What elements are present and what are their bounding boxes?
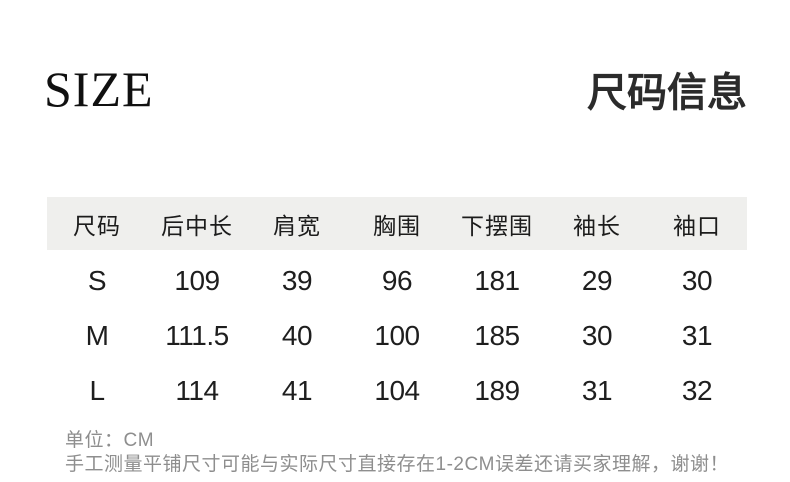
cell-l-sleeve-length: 31 bbox=[581, 374, 613, 406]
cell-m-back-length: 111.5 bbox=[165, 319, 229, 351]
cell-l-bust: 104 bbox=[374, 374, 420, 406]
size-table-header-row: 尺码 后中长 肩宽 胸围 下摆围 袖长 袖口 bbox=[47, 197, 747, 250]
col-header-bust: 胸围 bbox=[373, 212, 421, 239]
cell-m-shoulder-width: 40 bbox=[281, 319, 313, 351]
cell-l-hem: 189 bbox=[474, 374, 520, 406]
col-header-sleeve-length: 袖长 bbox=[573, 212, 621, 239]
cell-size-l: L bbox=[89, 374, 105, 406]
col-header-hem: 下摆围 bbox=[461, 212, 533, 239]
col-header-shoulder-width: 肩宽 bbox=[273, 212, 321, 239]
cell-m-bust: 100 bbox=[374, 319, 420, 351]
measurement-disclaimer: 手工测量平铺尺寸可能与实际尺寸直接存在1-2CM误差还请买家理解，谢谢！ bbox=[65, 454, 730, 475]
col-header-back-length: 后中长 bbox=[161, 212, 233, 239]
cell-size-s: S bbox=[87, 264, 107, 296]
page-title-size-en: SIZE bbox=[44, 61, 154, 117]
cell-m-sleeve-length: 30 bbox=[581, 319, 613, 351]
cell-m-cuff: 31 bbox=[681, 319, 713, 351]
table-row-m: M 111.5 40 100 185 30 31 bbox=[47, 308, 747, 363]
cell-s-sleeve-length: 29 bbox=[581, 264, 613, 296]
col-header-cuff: 袖口 bbox=[673, 212, 721, 239]
cell-s-bust: 96 bbox=[381, 264, 413, 296]
table-row-s: S 109 39 96 181 29 30 bbox=[47, 253, 747, 308]
cell-size-m: M bbox=[85, 319, 109, 351]
cell-l-back-length: 114 bbox=[175, 374, 219, 406]
col-header-size: 尺码 bbox=[73, 212, 121, 239]
cell-m-hem: 185 bbox=[474, 319, 520, 351]
table-row-l: L 114 41 104 189 31 32 bbox=[47, 363, 747, 418]
unit-note: 单位：CM bbox=[65, 430, 155, 451]
cell-l-shoulder-width: 41 bbox=[281, 374, 313, 406]
cell-s-back-length: 109 bbox=[174, 264, 220, 296]
footnotes: 单位：CM 手工测量平铺尺寸可能与实际尺寸直接存在1-2CM误差还请买家理解，谢… bbox=[65, 429, 729, 477]
page-title-size-zh: 尺码信息 bbox=[587, 70, 747, 115]
cell-s-cuff: 30 bbox=[681, 264, 713, 296]
size-table-body: S 109 39 96 181 29 30 M 111.5 40 100 185… bbox=[47, 253, 747, 418]
cell-l-cuff: 32 bbox=[681, 374, 713, 406]
cell-s-shoulder-width: 39 bbox=[281, 264, 313, 296]
size-table: 尺码 后中长 肩宽 胸围 下摆围 袖长 袖口 S 109 39 96 181 2… bbox=[47, 197, 747, 418]
cell-s-hem: 181 bbox=[474, 264, 520, 296]
